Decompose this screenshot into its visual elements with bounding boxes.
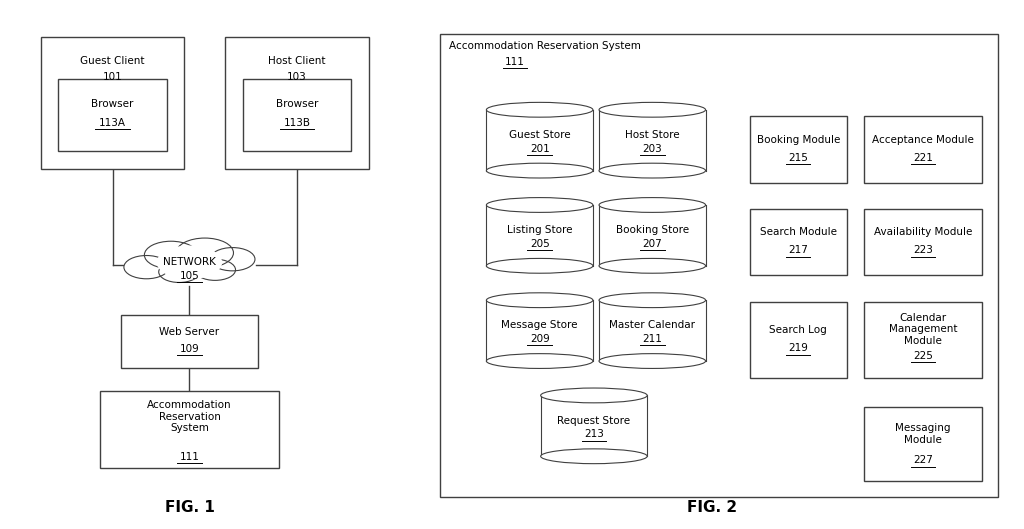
Text: 203: 203 (642, 144, 663, 153)
Text: 205: 205 (529, 239, 550, 249)
Circle shape (157, 245, 222, 279)
Text: Calendar
Management
Module: Calendar Management Module (889, 313, 957, 346)
Text: Listing Store: Listing Store (507, 225, 572, 235)
Text: 217: 217 (788, 245, 808, 256)
Bar (486, 205, 593, 266)
Circle shape (210, 248, 255, 271)
Bar (750, 116, 847, 183)
Text: Availability Module: Availability Module (873, 227, 973, 238)
Text: Message Store: Message Store (502, 321, 578, 330)
Text: Browser: Browser (91, 99, 134, 110)
Circle shape (144, 241, 198, 269)
Ellipse shape (486, 293, 593, 308)
Bar (243, 79, 351, 151)
Bar (864, 407, 982, 481)
Circle shape (124, 256, 169, 279)
Text: Host Client: Host Client (268, 56, 326, 66)
Bar (486, 300, 593, 361)
Bar (41, 37, 184, 169)
Ellipse shape (541, 388, 647, 403)
Text: Request Store: Request Store (557, 416, 631, 425)
Text: 215: 215 (788, 153, 808, 163)
Text: Accommodation Reservation System: Accommodation Reservation System (449, 41, 640, 51)
Text: Web Server: Web Server (160, 327, 219, 336)
Text: 209: 209 (529, 334, 550, 344)
Text: Host Store: Host Store (625, 130, 680, 140)
Ellipse shape (486, 197, 593, 212)
Ellipse shape (599, 353, 706, 368)
Ellipse shape (599, 163, 706, 178)
Text: 111: 111 (179, 452, 200, 461)
Text: 219: 219 (788, 343, 808, 353)
Ellipse shape (486, 163, 593, 178)
Text: 111: 111 (505, 57, 525, 67)
Text: FIG. 1: FIG. 1 (165, 500, 214, 515)
Circle shape (195, 259, 236, 280)
Text: 105: 105 (179, 271, 200, 281)
Ellipse shape (599, 258, 706, 273)
Text: Booking Module: Booking Module (757, 135, 840, 145)
Ellipse shape (599, 197, 706, 212)
Ellipse shape (486, 353, 593, 368)
Text: Browser: Browser (275, 99, 318, 110)
Ellipse shape (599, 102, 706, 117)
Text: Guest Client: Guest Client (81, 56, 144, 66)
Bar (121, 315, 258, 368)
Text: 207: 207 (642, 239, 663, 249)
Bar (486, 110, 593, 170)
Text: Master Calendar: Master Calendar (609, 321, 695, 330)
Bar (225, 37, 369, 169)
Text: Guest Store: Guest Store (509, 130, 570, 140)
Text: NETWORK: NETWORK (163, 257, 216, 267)
Bar (58, 79, 167, 151)
Text: 227: 227 (913, 455, 933, 465)
Ellipse shape (599, 293, 706, 308)
Text: 109: 109 (179, 344, 200, 354)
Bar (750, 302, 847, 378)
Text: Acceptance Module: Acceptance Module (872, 135, 974, 145)
Text: Search Module: Search Module (760, 227, 837, 238)
Bar (440, 34, 998, 497)
Bar (541, 396, 647, 456)
Text: 101: 101 (102, 72, 123, 81)
Text: 113A: 113A (99, 118, 126, 128)
Circle shape (176, 238, 233, 268)
Bar (599, 110, 706, 170)
Bar (599, 205, 706, 266)
Ellipse shape (486, 102, 593, 117)
Text: 223: 223 (913, 245, 933, 256)
Text: 201: 201 (529, 144, 550, 153)
Bar (864, 116, 982, 183)
Text: Booking Store: Booking Store (615, 225, 689, 235)
Bar (864, 209, 982, 275)
Ellipse shape (486, 258, 593, 273)
Text: 225: 225 (913, 351, 933, 361)
Circle shape (159, 261, 200, 282)
Text: Accommodation
Reservation
System: Accommodation Reservation System (147, 400, 231, 433)
Text: 103: 103 (287, 72, 307, 81)
Text: 211: 211 (642, 334, 663, 344)
Text: FIG. 2: FIG. 2 (687, 500, 736, 515)
Text: 221: 221 (913, 153, 933, 163)
Text: Search Log: Search Log (769, 325, 827, 335)
Bar (599, 300, 706, 361)
Text: 213: 213 (584, 430, 604, 439)
Text: 113B: 113B (284, 118, 310, 128)
Bar (100, 391, 279, 468)
Bar (864, 302, 982, 378)
Ellipse shape (541, 449, 647, 463)
Text: Messaging
Module: Messaging Module (895, 423, 951, 444)
Bar (750, 209, 847, 275)
